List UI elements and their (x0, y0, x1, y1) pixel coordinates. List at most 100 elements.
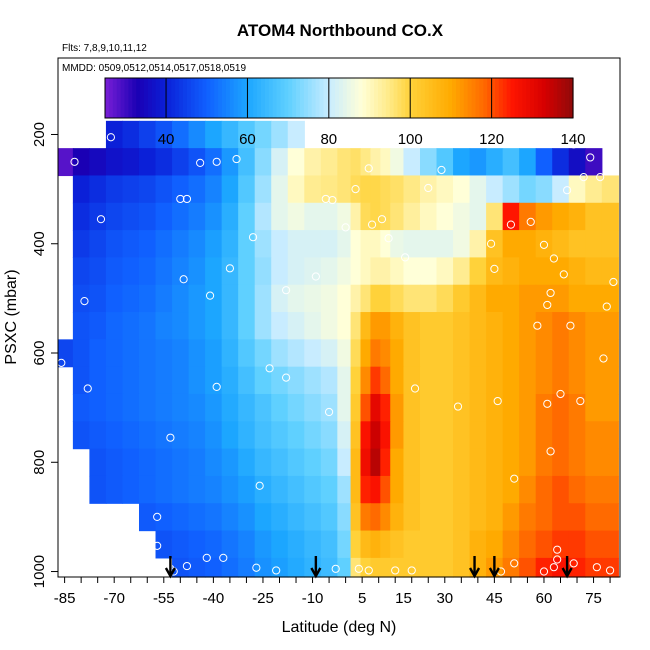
heatmap-cell (188, 421, 206, 450)
heatmap-cell (320, 257, 338, 286)
colorbar-segment (471, 78, 477, 118)
heatmap-cell (188, 202, 206, 231)
colorbar-segment (534, 78, 539, 118)
heatmap-cell (535, 530, 553, 559)
observation-point (546, 447, 555, 456)
heatmap-cell (370, 475, 381, 504)
heatmap-cell (122, 175, 140, 204)
heatmap-cell (320, 448, 338, 477)
heatmap-cell (502, 175, 520, 204)
heatmap-cell (337, 448, 352, 477)
heatmap-cell (287, 284, 305, 313)
heatmap-cell (453, 503, 471, 532)
heatmap-cell (486, 393, 504, 422)
heatmap-cell (403, 366, 421, 395)
heatmap-cell (370, 175, 381, 204)
heatmap-cell (238, 475, 256, 504)
heatmap-cell (390, 530, 405, 559)
heatmap-cell (519, 284, 537, 313)
heatmap-cell (122, 148, 140, 177)
heatmap-cell (320, 557, 338, 578)
y-axis: 200 400 600 800 1000 (31, 122, 58, 588)
colorbar-segment (522, 78, 527, 118)
heatmap-cell (403, 312, 421, 340)
heatmap-cell (304, 530, 322, 559)
observation-point (602, 302, 611, 311)
heatmap-cell (519, 148, 537, 177)
heatmap-cell (419, 230, 438, 259)
heatmap-cell (155, 202, 173, 231)
y-tick-label: 800 (31, 450, 48, 475)
heatmap-cell (320, 366, 338, 395)
heatmap-cell (436, 448, 454, 477)
colorbar-segment (202, 78, 207, 118)
heatmap-cell (419, 475, 438, 504)
heatmap-cell (585, 366, 603, 395)
heatmap-cell (188, 120, 206, 149)
heatmap-cell (360, 148, 372, 177)
observation-point (354, 564, 363, 573)
colorbar-segment (561, 78, 566, 118)
observation-point (311, 272, 320, 281)
heatmap-cell (552, 475, 570, 504)
y-axis-label: PSXC (mbar) (3, 269, 20, 364)
colorbar-segment (444, 78, 449, 118)
heatmap-cell (502, 475, 520, 504)
colorbar-segment (108, 78, 114, 118)
heatmap-cell (155, 475, 173, 504)
heatmap-cell (287, 175, 305, 204)
x-tick-label: 45 (486, 590, 503, 607)
observation-point (543, 399, 552, 408)
heatmap-cell (254, 421, 272, 450)
heatmap-cell (552, 339, 570, 368)
flight-arrow-head (561, 567, 573, 579)
heatmap-cell (155, 503, 173, 532)
heatmap-cell (337, 557, 352, 578)
heatmap-cell (105, 284, 124, 313)
heatmap-cell (436, 230, 454, 259)
observation-point (533, 321, 542, 330)
observation-points (57, 133, 618, 576)
heatmap-cell (380, 230, 391, 259)
heatmap-cell (304, 421, 322, 450)
heatmap-cell (238, 557, 256, 578)
observation-point (506, 220, 516, 229)
observation-point (384, 234, 393, 243)
colorbar-segment (362, 78, 367, 118)
heatmap-cell (72, 257, 91, 286)
colorbar-segment (331, 78, 336, 118)
heatmap-cell (552, 366, 570, 395)
observation-point (212, 382, 221, 391)
observation-point (166, 433, 175, 442)
heatmap-cell (469, 257, 487, 286)
heatmap-cell (105, 312, 124, 340)
heatmap-cell (320, 148, 338, 177)
observation-point (569, 559, 578, 568)
heatmap-cell (568, 230, 586, 259)
heatmap-cell (436, 339, 454, 368)
colorbar-segment (448, 78, 453, 118)
heatmap-cell (138, 503, 157, 532)
heatmap-cell (238, 530, 256, 559)
heatmap-cell (390, 448, 405, 477)
observation-point (566, 321, 575, 330)
heatmap-cell (287, 366, 305, 395)
heatmap-cell (238, 503, 256, 532)
colorbar-segment (186, 78, 192, 118)
heatmap-cell (172, 530, 190, 559)
observation-point (579, 172, 588, 182)
heatmap-cell (436, 475, 454, 504)
heatmap-cell (403, 257, 421, 286)
observation-point (212, 157, 221, 166)
colorbar-segment (440, 78, 445, 118)
colorbar-segment (428, 78, 434, 118)
heatmap-cell (221, 366, 239, 395)
heatmap-cell (453, 312, 471, 340)
heatmap-cell (271, 257, 289, 286)
colorbar-segment (401, 78, 406, 118)
heatmap-cell (453, 448, 471, 477)
heatmap-cell (271, 475, 289, 504)
heatmap-cell (320, 284, 338, 313)
y-tick-label: 400 (31, 231, 48, 256)
x-tick-label: 30 (436, 590, 453, 607)
